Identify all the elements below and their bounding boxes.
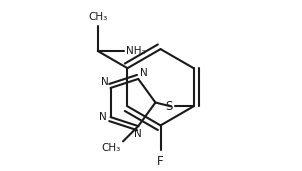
Text: CH₃: CH₃ [101,143,120,153]
Text: CH₃: CH₃ [88,12,108,22]
Text: N: N [101,77,109,87]
Text: N: N [140,68,148,78]
Text: S: S [165,100,173,113]
Text: F: F [157,155,164,168]
Text: N: N [99,112,107,122]
Text: NH₂: NH₂ [126,46,146,56]
Text: N: N [134,129,142,139]
